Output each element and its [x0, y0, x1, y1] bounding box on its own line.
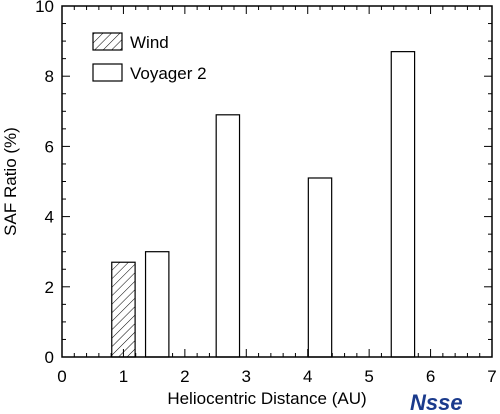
- y-tick-label: 2: [45, 278, 54, 297]
- bar-wind: [111, 261, 136, 358]
- nsse-logo: Nsse: [410, 390, 463, 414]
- axis-ticks: 0 1 2 3 4 5 6 7 0 2 4 6 8 10: [35, 0, 497, 386]
- x-tick-label: 2: [180, 367, 189, 386]
- y-axis-title: SAF Ratio (%): [1, 127, 20, 236]
- x-tick-label: 4: [303, 367, 312, 386]
- x-tick-label: 5: [364, 367, 373, 386]
- legend: Wind Voyager 2: [92, 32, 207, 83]
- bar-voyager-2: [144, 251, 170, 358]
- legend-swatch: [92, 32, 123, 51]
- x-tick-label: 7: [487, 367, 496, 386]
- legend-label: Wind: [130, 33, 169, 52]
- x-tick-label: 6: [426, 367, 435, 386]
- bar-voyager-2: [215, 114, 241, 358]
- x-tick-label: 1: [119, 367, 128, 386]
- legend-label: Voyager 2: [130, 64, 207, 83]
- y-tick-label: 6: [45, 137, 54, 156]
- x-tick-label: 3: [242, 367, 251, 386]
- y-tick-label: 0: [45, 348, 54, 367]
- y-tick-label: 8: [45, 67, 54, 86]
- bar-voyager-2: [390, 51, 416, 358]
- y-tick-label: 4: [45, 208, 54, 227]
- legend-swatch: [92, 63, 123, 82]
- y-tick-label: 10: [35, 0, 54, 16]
- x-axis-title: Heliocentric Distance (AU): [167, 389, 366, 408]
- plot-frame: [61, 5, 493, 358]
- bar-voyager-2: [307, 177, 333, 358]
- x-tick-label: 0: [57, 367, 66, 386]
- bars: [111, 51, 416, 358]
